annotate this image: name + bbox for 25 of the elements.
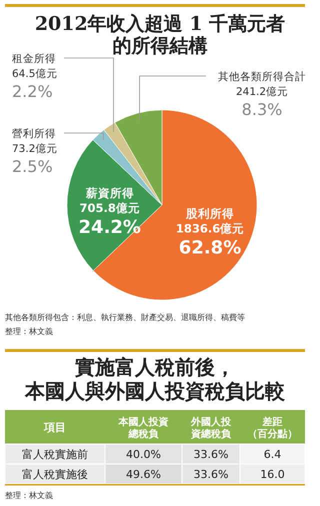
data-label: 49.6% [126, 468, 161, 481]
x-tick-label: 差距（百分點） [248, 416, 298, 440]
data-label: 33.6% [194, 448, 228, 461]
slice-label: 薪資所得 [84, 186, 134, 200]
slice-label: 股利所得 [185, 206, 234, 221]
data-label: 16.0 [260, 468, 285, 481]
data-label: 64.5億元 2.2% [12, 67, 58, 101]
data-label: 40.0% [126, 448, 161, 461]
x-tick-label: 本國人投資總稅負 [118, 416, 168, 440]
data-label: 6.4 [264, 448, 282, 461]
data-label: 1836.6億元 62.8% [176, 222, 244, 259]
text: 其他各類所得包含：利息、執行業務、財產交易、退職所得、稿費等 [5, 312, 245, 322]
chart-title: 實施富人稅前後，本國人與外國人投資稅負比較 [24, 355, 286, 403]
x-tick-label: 外國人投資總稅負 [190, 416, 232, 440]
data-label: 33.6% [194, 468, 228, 481]
slice-label: 營利所得 [12, 127, 56, 140]
slice-label: 其他各類所得合計 [218, 70, 306, 83]
text: 整理：林文義 [5, 490, 53, 500]
y-tick-label: 富人稅實施前 [22, 448, 88, 461]
y-tick-label: 富人稅實施後 [22, 468, 88, 481]
data-label: 73.2億元 2.5% [12, 142, 58, 176]
y-axis-title: 項目 [43, 421, 66, 434]
text: 整理：林文義 [5, 326, 53, 336]
data-label: 705.8億元 24.2% [78, 201, 141, 238]
data-label: 241.2億元 8.3% [236, 85, 288, 119]
